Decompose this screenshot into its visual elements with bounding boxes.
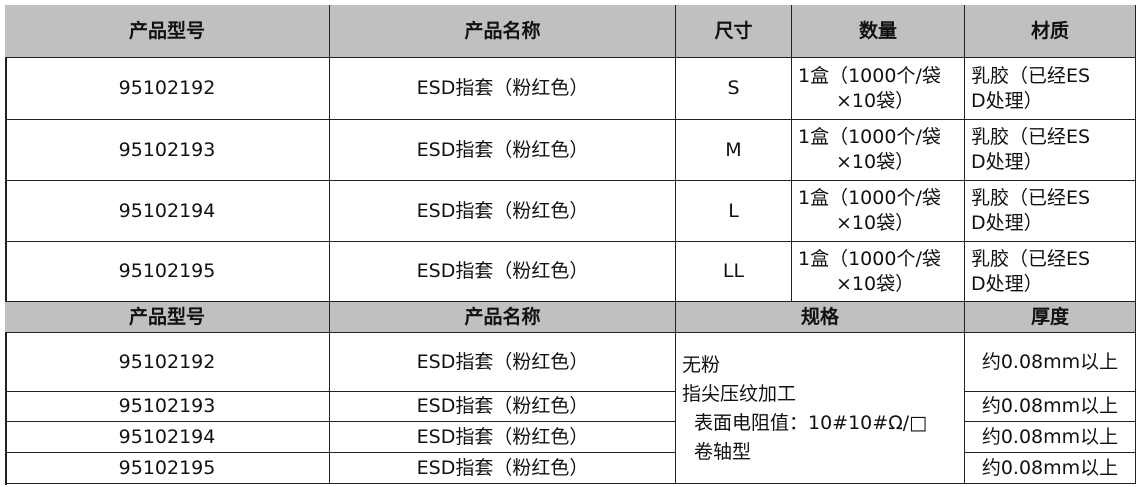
size-cell: LL (676, 242, 792, 302)
table2-header-cell: 产品名称 (330, 302, 676, 333)
material-cell: 乳胶（已经ES D处理） (965, 120, 1136, 181)
quantity-cell: 1盒（1000个/袋 ×10袋） (792, 181, 965, 242)
quantity-cell: 1盒（1000个/袋 ×10袋） (792, 120, 965, 181)
table1-header-cell: 产品型号 (5, 5, 330, 58)
quantity-cell: 1盒（1000个/袋 ×10袋） (792, 58, 965, 120)
product-name-cell: ESD指套（粉红色） (330, 392, 676, 422)
cell-line: D处理） (971, 212, 1043, 234)
product-code-cell: 95102193 (5, 120, 330, 181)
cell-line: 1盒（1000个/袋 (798, 64, 941, 87)
cell-line: D处理） (971, 272, 1043, 295)
cell-line: 无粉 (682, 354, 721, 376)
product-code-cell: 95102195 (5, 453, 330, 484)
cell-line: 1盒（1000个/袋 (798, 126, 941, 148)
cell-line: 1盒（1000个/袋 (798, 187, 941, 209)
cell-line: ×10袋） (836, 89, 915, 112)
material-cell: 乳胶（已经ES D处理） (965, 242, 1136, 302)
product-name-cell: ESD指套（粉红色） (330, 242, 676, 302)
product-name-cell: ESD指套（粉红色） (330, 58, 676, 120)
cell-line: 乳胶（已经ES (971, 126, 1091, 148)
table2-header-cell: 厚度 (965, 302, 1136, 333)
material-cell: 乳胶（已经ES D处理） (965, 181, 1136, 242)
product-code-cell: 95102192 (5, 333, 330, 392)
thickness-cell: 约0.08mm以上 (965, 422, 1136, 453)
quantity-cell: 1盒（1000个/袋 ×10袋） (792, 242, 965, 302)
specification-cell: 无粉指尖压纹加工表面电阻值：10#10#Ω/□ 卷轴型 (676, 333, 965, 484)
cell-line: 乳胶（已经ES (971, 64, 1091, 87)
table1-header-cell: 尺寸 (676, 5, 792, 58)
cell-line: ×10袋） (836, 272, 915, 295)
thickness-cell: 约0.08mm以上 (965, 333, 1136, 392)
size-cell: M (676, 120, 792, 181)
thickness-cell: 约0.08mm以上 (965, 392, 1136, 422)
product-code-cell: 95102193 (5, 392, 330, 422)
size-cell: L (676, 181, 792, 242)
product-code-cell: 95102194 (5, 181, 330, 242)
table1-header-cell: 数量 (792, 5, 965, 58)
table1-header-cell: 材质 (965, 5, 1136, 58)
table1-header-cell: 产品名称 (330, 5, 676, 58)
product-name-cell: ESD指套（粉红色） (330, 120, 676, 181)
table2-header-cell: 产品型号 (5, 302, 330, 333)
cell-line: 卷轴型 (694, 441, 752, 463)
cell-line: D处理） (971, 89, 1043, 112)
product-code-cell: 95102192 (5, 58, 330, 120)
cell-line: 表面电阻值：10#10#Ω/□ (694, 412, 928, 434)
size-cell: S (676, 58, 792, 120)
cell-line: 乳胶（已经ES (971, 187, 1091, 209)
cell-line: ×10袋） (836, 151, 915, 173)
product-name-cell: ESD指套（粉红色） (330, 422, 676, 453)
cell-line: ×10袋） (836, 212, 915, 234)
cell-line: 1盒（1000个/袋 (798, 247, 941, 270)
cell-line: 指尖压纹加工 (682, 383, 797, 405)
thickness-cell: 约0.08mm以上 (965, 453, 1136, 484)
product-name-cell: ESD指套（粉红色） (330, 453, 676, 484)
cell-line: D处理） (971, 151, 1043, 173)
product-code-cell: 95102195 (5, 242, 330, 302)
table2-header-cell: 规格 (676, 302, 965, 333)
cell-line: 乳胶（已经ES (971, 247, 1091, 270)
product-name-cell: ESD指套（粉红色） (330, 333, 676, 392)
product-code-cell: 95102194 (5, 422, 330, 453)
material-cell: 乳胶（已经ES D处理） (965, 58, 1136, 120)
product-name-cell: ESD指套（粉红色） (330, 181, 676, 242)
